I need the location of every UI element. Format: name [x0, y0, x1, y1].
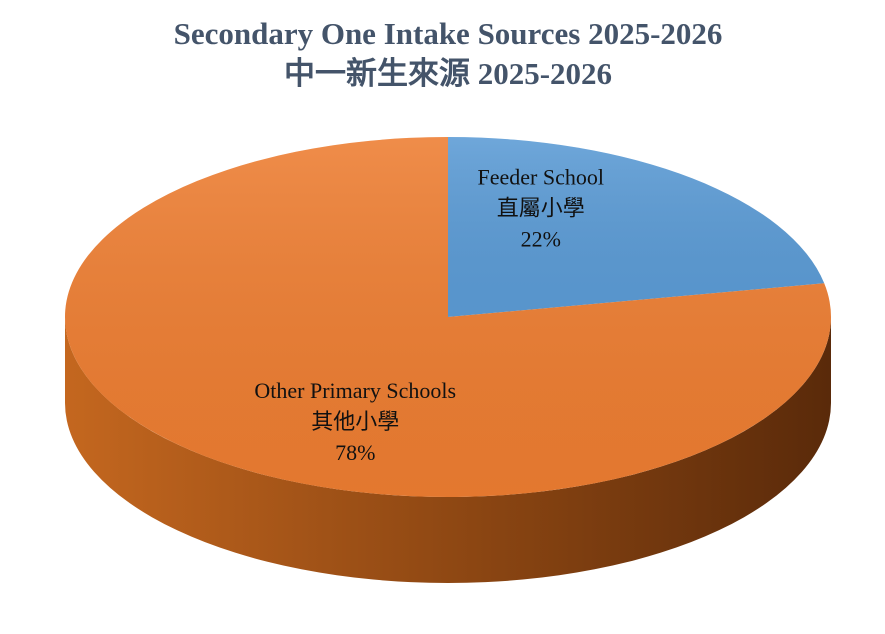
value-label: 22% — [521, 226, 561, 251]
slice-label-zh: 其他小學 — [311, 409, 399, 434]
slice-side — [65, 317, 831, 583]
chart-title: Secondary One Intake Sources 2025-2026 — [174, 16, 723, 51]
slice-label: Feeder School — [478, 164, 604, 189]
slice-label-zh: 直屬小學 — [497, 195, 585, 220]
slice-shade — [64, 137, 831, 498]
slice-label: Other Primary Schools — [254, 378, 456, 403]
value-label: 78% — [335, 440, 375, 465]
chart-subtitle: 中一新生來源 2025-2026 — [284, 56, 612, 91]
slice-shade — [448, 137, 825, 317]
